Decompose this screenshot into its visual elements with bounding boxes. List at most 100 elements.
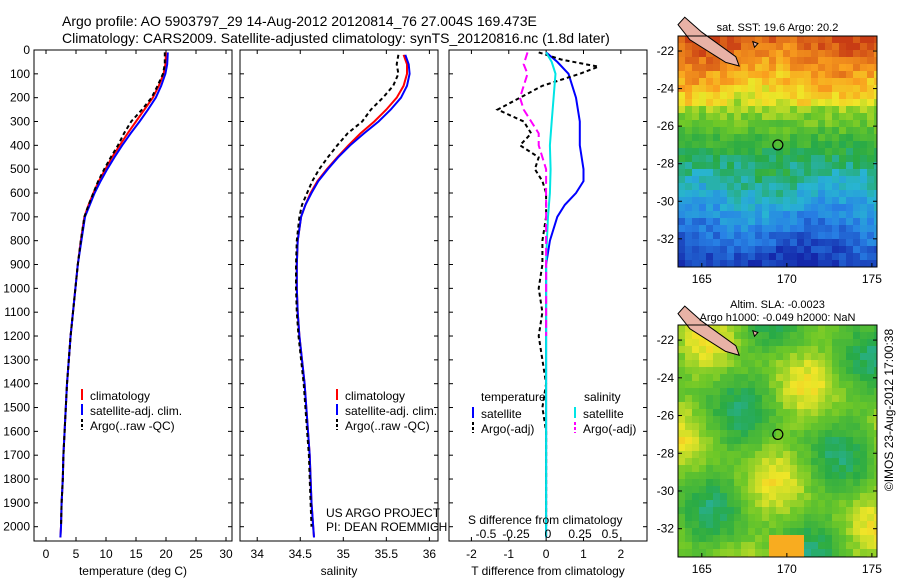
- map-cell: [678, 514, 685, 521]
- map-cell: [867, 507, 874, 514]
- map-cell: [867, 155, 874, 162]
- map-cell: [846, 528, 853, 535]
- map-cell: [832, 423, 839, 430]
- map-cell: [832, 155, 839, 162]
- map-cell: [734, 493, 741, 500]
- map-cell: [713, 134, 720, 141]
- map-frame: [677, 324, 878, 558]
- map-cell: [769, 204, 776, 211]
- map-cell: [846, 500, 853, 507]
- map-cell: [853, 50, 860, 57]
- map-cell: [678, 549, 685, 556]
- map-cell: [790, 388, 797, 395]
- x-tick-label: 0: [43, 547, 50, 561]
- map-cell: [860, 71, 867, 78]
- map-cell: [748, 134, 755, 141]
- map-cell: [741, 190, 748, 197]
- map-cell: [776, 514, 783, 521]
- y-tick-label: 1900: [3, 496, 30, 510]
- map-cell: [804, 36, 811, 43]
- map-cell: [741, 106, 748, 113]
- map-cell: [811, 493, 818, 500]
- map-cell: [748, 43, 755, 50]
- map-cell: [811, 451, 818, 458]
- map-cell: [811, 232, 818, 239]
- map-cell: [720, 204, 727, 211]
- map-cell: [797, 402, 804, 409]
- map-cell: [748, 106, 755, 113]
- map-cell: [762, 549, 769, 556]
- map-cell: [867, 141, 874, 148]
- map-cell: [783, 472, 790, 479]
- map-cell: [727, 92, 734, 99]
- map-cell: [706, 239, 713, 246]
- map-cell: [706, 57, 713, 64]
- map-cell: [734, 176, 741, 183]
- map-cell: [755, 472, 762, 479]
- map-cell: [790, 521, 797, 528]
- map-cell: [874, 465, 877, 472]
- map-cell: [720, 444, 727, 451]
- map-cell: [867, 416, 874, 423]
- map-cell: [776, 197, 783, 204]
- map-cell: [713, 113, 720, 120]
- map-cell: [699, 211, 706, 218]
- map-cell: [804, 472, 811, 479]
- map-cell: [874, 360, 877, 367]
- map-cell: [755, 106, 762, 113]
- map-cell: [748, 444, 755, 451]
- map-cell: [776, 36, 783, 43]
- map-cell: [713, 260, 720, 267]
- map-cell: [755, 64, 762, 71]
- map-cell: [762, 162, 769, 169]
- map-cell: [769, 458, 776, 465]
- map-cell: [776, 402, 783, 409]
- map-cell: [867, 486, 874, 493]
- x-tick-label: 170: [777, 272, 797, 286]
- map-cell: [685, 148, 692, 155]
- map-cell: [727, 64, 734, 71]
- map-cell: [832, 36, 839, 43]
- map-cell: [692, 472, 699, 479]
- map-cell: [734, 239, 741, 246]
- map-cell: [692, 479, 699, 486]
- map-cell: [769, 134, 776, 141]
- map-cell: [797, 493, 804, 500]
- map-cell: [804, 134, 811, 141]
- map-cell: [783, 346, 790, 353]
- map-cell: [804, 148, 811, 155]
- map-cell: [755, 204, 762, 211]
- map-cell: [776, 260, 783, 267]
- map-cell: [874, 141, 877, 148]
- x-tick-label: -1: [503, 547, 514, 561]
- map-cell: [713, 507, 720, 514]
- map-cell: [755, 92, 762, 99]
- map-cell: [783, 197, 790, 204]
- map-cell: [825, 92, 832, 99]
- legend-header: temperature: [481, 390, 546, 404]
- y-tick-label: -26: [657, 119, 675, 133]
- map-cell: [839, 260, 846, 267]
- map-cell: [783, 71, 790, 78]
- map-cell: [797, 514, 804, 521]
- map-cell: [713, 71, 720, 78]
- map-cell: [846, 197, 853, 204]
- map-cell: [678, 486, 685, 493]
- map-cell: [832, 204, 839, 211]
- map-cell: [874, 353, 877, 360]
- map-cell: [783, 325, 790, 332]
- map-cell: [748, 514, 755, 521]
- map-cell: [783, 416, 790, 423]
- map-cell: [706, 493, 713, 500]
- map-cell: [832, 500, 839, 507]
- map-cell: [713, 416, 720, 423]
- map-cell: [811, 57, 818, 64]
- map-cell: [832, 535, 839, 542]
- map-cell: [692, 246, 699, 253]
- map-cell: [720, 374, 727, 381]
- map-cell: [832, 260, 839, 267]
- map-cell: [776, 155, 783, 162]
- map-cell: [741, 500, 748, 507]
- map-cell: [853, 204, 860, 211]
- map-cell: [713, 353, 720, 360]
